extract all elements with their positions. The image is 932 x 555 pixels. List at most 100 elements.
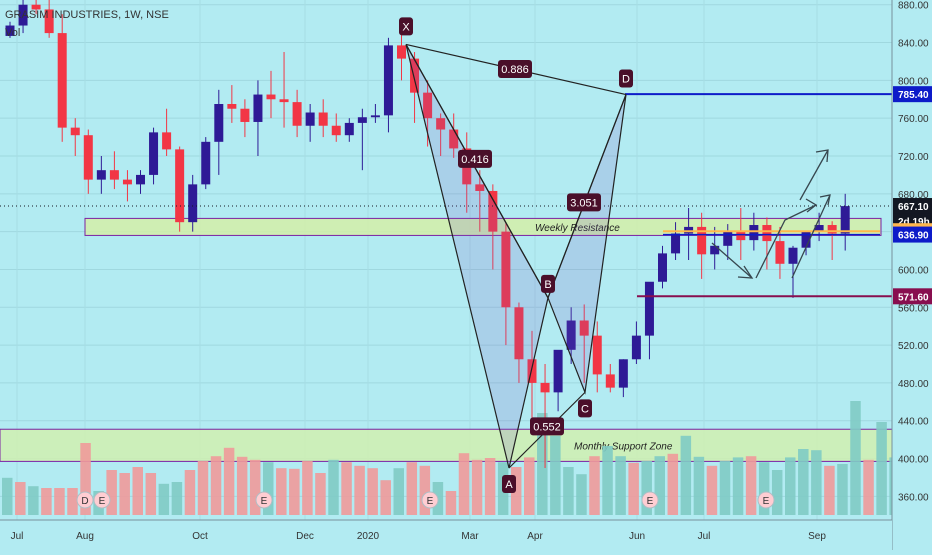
candle-body	[214, 104, 224, 142]
ratio-label: 0.886	[501, 64, 529, 76]
volume-bar	[54, 488, 65, 515]
volume-bar	[145, 473, 157, 515]
harmonic-pattern: X A B C D 0.886 0.416 3.051 0.552	[399, 17, 633, 493]
symbol-title: GRASIM INDUSTRIES, 1W, NSE	[5, 9, 169, 21]
candle-body	[827, 225, 837, 234]
candle-body	[149, 132, 159, 175]
candle-body	[240, 108, 250, 122]
earnings-marker	[757, 491, 775, 509]
candle-body	[605, 374, 615, 388]
earnings-marker-label: E	[763, 496, 770, 507]
candle-body	[553, 349, 563, 393]
candle-body	[840, 206, 850, 234]
arrow-head	[737, 265, 754, 279]
volume-bar	[132, 467, 143, 515]
price-tick-label: 520.00	[898, 341, 929, 352]
candle-body	[788, 247, 798, 264]
earnings-marker	[93, 491, 111, 509]
volume-bar	[484, 458, 496, 515]
ratio-label: 0.416	[461, 154, 489, 166]
earnings-marker-label: E	[427, 496, 434, 507]
time-tick-label: Jul	[698, 531, 711, 542]
volume-bar	[876, 422, 887, 515]
price-tick-label: 800.00	[898, 76, 929, 87]
pattern-point-badge	[541, 274, 555, 293]
volume-bar	[263, 462, 274, 515]
time-tick-label: Mar	[461, 531, 479, 542]
price-tick-label: 560.00	[898, 303, 929, 314]
volume-bar	[863, 459, 874, 515]
volume-bar	[354, 465, 365, 515]
candle-body	[31, 4, 41, 10]
pattern-point-badge	[399, 17, 413, 36]
volume-bar	[576, 474, 587, 515]
volume-bar	[458, 453, 470, 515]
pattern-point-label: A	[505, 479, 513, 491]
ratio-badge	[498, 60, 532, 79]
price-tag-bg	[893, 86, 932, 103]
candle-body	[201, 141, 211, 185]
time-tick-label: Dec	[296, 531, 314, 542]
price-tag-label: 667.10	[898, 202, 929, 213]
volume-bar	[2, 477, 13, 515]
volume-bar	[315, 473, 326, 515]
projection-arrows	[711, 149, 831, 279]
price-tick-label: 600.00	[898, 265, 929, 276]
candle-body	[96, 170, 106, 180]
candle-body	[527, 359, 537, 383]
volume-bar	[745, 456, 757, 515]
candle-body	[122, 179, 132, 185]
pattern-point-label: C	[581, 403, 589, 415]
volume-label: Vol	[5, 27, 21, 39]
candle-body	[723, 231, 733, 246]
zones: Weekly Resistance Monthly Support Zone	[0, 217, 893, 462]
price-tag-label: 636.90	[898, 231, 929, 242]
candle-body	[566, 320, 576, 350]
candle-body	[44, 9, 54, 34]
volume-bar	[510, 467, 522, 515]
volume-bar	[341, 462, 352, 515]
candle-body	[18, 4, 28, 26]
candle-body	[383, 45, 393, 116]
volume-bar	[537, 413, 548, 515]
volume-bar	[184, 470, 196, 515]
candle-body	[227, 104, 237, 109]
volume-bar	[758, 462, 770, 515]
pattern-point-badge	[578, 399, 592, 418]
pattern-triangle-bcd	[547, 94, 627, 395]
volume-bar	[824, 465, 835, 515]
volume-bar	[706, 465, 718, 515]
volume-bar	[67, 488, 78, 515]
candle-body	[658, 253, 667, 282]
volume-bar	[419, 465, 431, 515]
time-tick-label: Oct	[192, 531, 208, 542]
price-tag-label: 2d 19h	[898, 217, 930, 228]
volume-bar	[602, 446, 613, 515]
volume-bar	[798, 449, 809, 515]
projection-arrow	[755, 204, 817, 279]
candle-body	[501, 231, 511, 308]
earnings-marker	[421, 491, 439, 509]
volume-bar	[589, 456, 600, 515]
earnings-marker-label: E	[99, 496, 106, 507]
volume-bar	[615, 456, 626, 515]
candle-body	[762, 225, 772, 242]
volume-bar	[223, 447, 235, 515]
volume-bar	[302, 461, 313, 515]
time-tick-label: Jun	[629, 531, 645, 542]
earnings-marker	[255, 491, 273, 509]
price-tag-bg	[893, 226, 932, 243]
volume-bar	[119, 473, 130, 515]
ratio-badge	[530, 417, 564, 436]
candle-body	[370, 115, 380, 118]
horizontal-levels	[0, 93, 892, 298]
volume-bar	[106, 470, 117, 515]
volume-bar	[28, 486, 39, 515]
candle-body	[344, 122, 354, 136]
candle-body	[397, 45, 406, 59]
volume-bar	[197, 461, 209, 515]
time-tick-label: Sep	[808, 531, 826, 542]
volume-bar	[771, 470, 783, 515]
